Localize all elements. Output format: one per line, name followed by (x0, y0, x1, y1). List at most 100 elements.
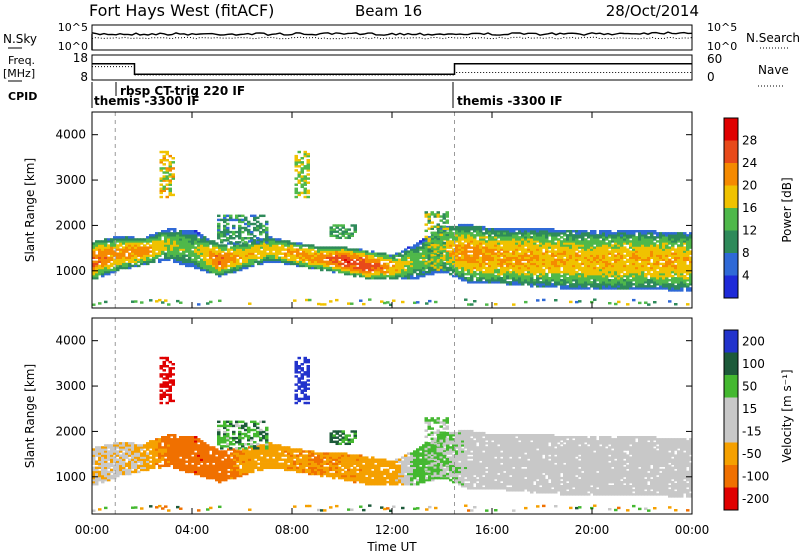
power-cell-4157 (436, 247, 440, 251)
power-cell-759 (242, 252, 246, 255)
power-cell-2552 (551, 248, 555, 251)
power-cell-53 (101, 270, 105, 274)
power-cell-3161 (620, 283, 624, 286)
power-cell-3852 (171, 175, 175, 178)
power-cell-1229 (362, 302, 366, 306)
power-cell-463 (182, 230, 186, 233)
power-cell-243 (137, 246, 141, 249)
power-cell-1517 (425, 302, 429, 305)
power-cell-3024 (605, 283, 609, 286)
power-cell-2716 (569, 236, 573, 239)
power-cell-2632 (560, 244, 564, 247)
velocity-cell-139 (116, 462, 120, 466)
velocity-cell-259 (140, 444, 144, 447)
power-cell-3520 (659, 256, 663, 260)
power-cell-1883 (473, 300, 477, 303)
power-cell-767 (245, 262, 249, 266)
power-cell-219 (131, 236, 135, 239)
power-cell-152 (119, 258, 123, 262)
power-cell-337 (158, 232, 162, 235)
power-cell-2213 (512, 230, 516, 233)
power-cell-124 (113, 254, 117, 257)
power-cell-1957 (482, 228, 486, 231)
power-cell-3764 (686, 246, 690, 249)
power-cell-2137 (506, 281, 510, 284)
power-cell-3376 (644, 287, 648, 290)
power-cell-3888 (300, 169, 304, 172)
power-cell-1834 (470, 279, 474, 282)
power-cell-2711 (569, 246, 573, 249)
power-cell-2846 (584, 252, 588, 255)
power-cell-2289 (521, 240, 525, 243)
velocity-cell-107 (110, 464, 114, 468)
velocity-cell-652 (218, 464, 222, 468)
velocity-cell-240 (137, 458, 141, 461)
power-cell-3366 (641, 248, 645, 251)
power-cell-4001 (247, 237, 251, 240)
power-cell-3970 (235, 241, 239, 244)
power-cell-2365 (530, 250, 534, 253)
power-cell-3185 (620, 232, 624, 235)
velocity-cell-212 (131, 456, 135, 459)
power-cell-3949 (226, 237, 230, 240)
power-cell-1086 (329, 252, 333, 255)
power-cell-1942 (482, 262, 486, 266)
power-cell-112 (110, 248, 114, 251)
power-cell-3054 (608, 279, 612, 282)
power-cell-2551 (551, 250, 555, 253)
velocity-cell-632 (215, 474, 219, 478)
velocity-cell-522 (194, 456, 198, 459)
power-cell-1793 (464, 248, 468, 251)
power-cell-3046 (605, 236, 609, 239)
power-cell-1403 (407, 274, 411, 278)
power-cell-3296 (635, 277, 639, 280)
power-cell-1195 (356, 262, 360, 266)
power-cell-434 (179, 254, 183, 257)
power-cell-946 (290, 244, 294, 247)
power-cell-3528 (659, 240, 663, 243)
power-cell-619 (212, 262, 216, 266)
power-cell-2566 (554, 279, 558, 282)
power-cell-2568 (554, 274, 558, 278)
power-cell-3753 (686, 272, 690, 276)
power-cell-894 (275, 242, 279, 245)
power-cell-620 (212, 260, 216, 264)
power-cell-3989 (241, 230, 245, 234)
power-cell-738 (236, 246, 240, 249)
power-cell-254 (140, 250, 144, 253)
power-cell-1115 (338, 270, 342, 274)
velocity-cell-539 (197, 456, 201, 459)
power-cell-2012 (491, 277, 495, 280)
power-cell-2860 (587, 279, 591, 282)
power-cell-2621 (560, 270, 564, 274)
power-cell-1020 (311, 248, 315, 251)
power-cell-1294 (380, 277, 384, 280)
power-cell-2850 (584, 244, 588, 247)
velocity-cell-570 (203, 466, 207, 470)
power-cell-2602 (557, 256, 561, 260)
power-cell-3035 (605, 260, 609, 264)
power-cell-3154 (617, 236, 621, 239)
power-cell-2018 (491, 264, 495, 268)
velocity-cell-279 (146, 456, 150, 459)
power-cell-1607 (440, 254, 444, 257)
power-cell-4099 (424, 211, 428, 214)
power-cell-1450 (416, 272, 420, 276)
power-cell-3371 (641, 238, 645, 241)
power-cell-1585 (437, 256, 441, 260)
power-cell-575 (203, 250, 207, 253)
velocity-cell-27 (95, 462, 99, 466)
power-cell-2530 (548, 240, 552, 243)
power-cell-1143 (344, 260, 348, 264)
power-cell-3662 (674, 234, 678, 237)
power-cell-741 (239, 268, 243, 272)
power-cell-1911 (479, 274, 483, 278)
power-cell-2068 (497, 268, 501, 272)
power-cell-348 (161, 232, 165, 235)
power-cell-2266 (518, 232, 522, 235)
power-cell-1308 (383, 272, 387, 276)
power-cell-4122 (430, 258, 434, 261)
power-cell-2168 (509, 270, 513, 274)
power-cell-3370 (641, 240, 645, 243)
power-cell-3553 (662, 244, 666, 247)
